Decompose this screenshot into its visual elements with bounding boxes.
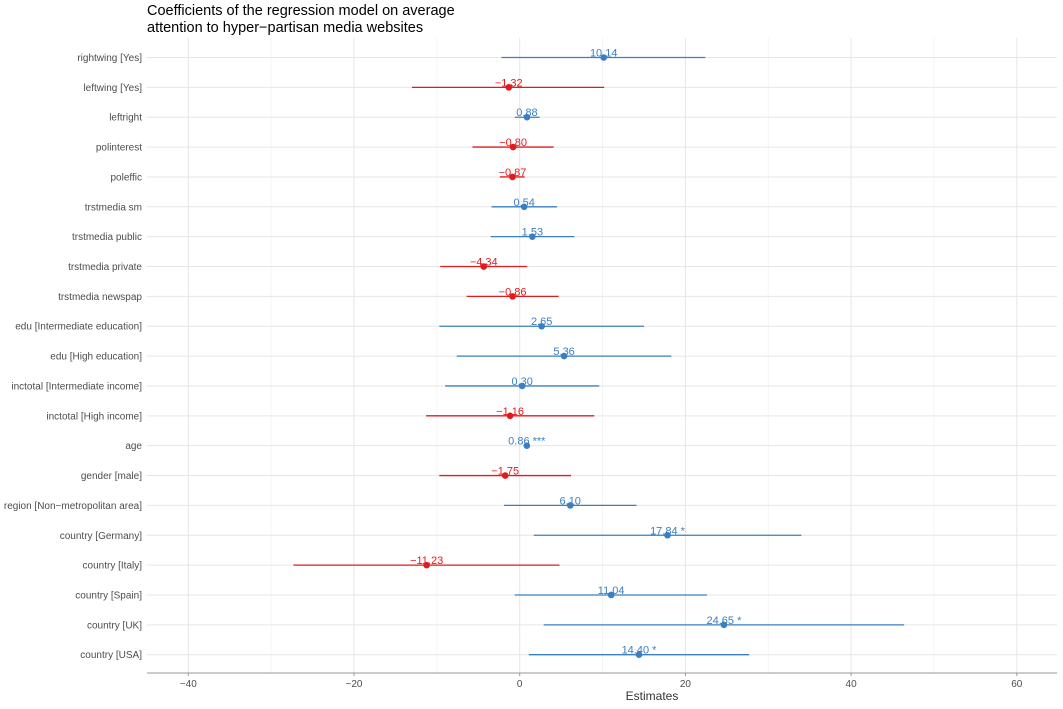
- x-tick-label: −40: [180, 679, 197, 690]
- term-label: country [UK]: [87, 620, 142, 631]
- estimate-point: [720, 621, 728, 629]
- estimate-label: −4.34: [470, 257, 498, 269]
- estimate-label: 11.04: [598, 585, 625, 597]
- term-label: region [Non−metropolitan area]: [4, 501, 142, 512]
- term-label: gender [male]: [81, 471, 142, 482]
- x-tick-label: 40: [846, 679, 858, 690]
- estimate-point: [506, 412, 514, 420]
- term-label: leftwing [Yes]: [83, 83, 142, 94]
- estimate-label: 24.65 *: [706, 615, 742, 627]
- estimate-point: [423, 561, 430, 569]
- estimate-point: [538, 322, 545, 330]
- estimate-label: −0.80: [499, 137, 527, 149]
- term-labels: rightwing [Yes] leftwing [Yes] leftright po…: [4, 53, 143, 661]
- estimate-point: [501, 472, 509, 479]
- term-label: country [Italy]: [83, 561, 143, 572]
- estimate-point: [523, 113, 531, 121]
- term-label: trstmedia sm: [85, 202, 142, 213]
- estimate-label: −0.86: [499, 286, 527, 298]
- estimate-label: −1.75: [491, 466, 519, 478]
- x-tick-label: 0: [517, 679, 523, 690]
- major-gridlines: [147, 38, 1057, 673]
- estimate-point: [509, 173, 516, 181]
- estimate-point: [518, 382, 526, 390]
- term-label: edu [Intermediate education]: [15, 322, 142, 333]
- term-label: age: [125, 441, 142, 452]
- chart-title-line-2: attention to hyper−partisan media websit…: [147, 20, 424, 36]
- chart-title: Coefficients of the regression model on …: [147, 3, 455, 37]
- term-label: edu [High education]: [50, 352, 142, 363]
- estimate-point: [505, 84, 513, 91]
- estimate-point: [520, 203, 528, 211]
- estimate-point: [509, 143, 517, 151]
- estimate-label: 0.30: [511, 376, 532, 388]
- estimate-point: [664, 531, 671, 539]
- estimate-label: 6.10: [560, 495, 581, 507]
- estimate-point: [635, 651, 643, 658]
- estimate-label: −11.23: [410, 555, 443, 567]
- term-label: poleffic: [110, 172, 142, 183]
- term-label: country [Spain]: [75, 590, 142, 601]
- x-tick-label: 20: [680, 679, 692, 690]
- estimate-label: −1.16: [496, 406, 524, 418]
- estimate-label: 10.14: [590, 48, 618, 60]
- estimate-point: [480, 263, 488, 270]
- estimate-label: 17.84 *: [650, 525, 686, 537]
- term-label: trstmedia public: [72, 232, 142, 243]
- term-label: country [Germany]: [60, 531, 142, 542]
- term-label: inctotal [Intermediate income]: [11, 381, 142, 392]
- estimate-point: [523, 442, 531, 449]
- term-label: rightwing [Yes]: [77, 53, 142, 64]
- estimate-label: 0.86 ***: [508, 436, 546, 448]
- term-label: country [USA]: [80, 650, 142, 661]
- term-label: trstmedia newspap: [58, 292, 142, 303]
- estimate-point: [566, 502, 574, 509]
- coefficient-marks: 10.14 −1.32 0.88 −0.80 −0.87 0.54 1.53 −4.34 −0.…: [293, 48, 905, 658]
- estimate-point: [529, 233, 536, 240]
- estimate-label: 2.65: [531, 316, 552, 328]
- estimate-label: 1.53: [522, 227, 543, 239]
- term-label: inctotal [High income]: [46, 411, 142, 422]
- estimate-point: [560, 352, 568, 360]
- estimate-point: [600, 54, 608, 61]
- chart-title-line-1: Coefficients of the regression model on …: [147, 3, 455, 19]
- term-label: trstmedia private: [68, 262, 142, 273]
- estimate-label: 14.40 *: [622, 645, 658, 657]
- estimate-point: [509, 293, 516, 300]
- x-tick-label: −20: [346, 679, 363, 690]
- estimate-point: [607, 591, 615, 599]
- x-axis-title: Estimates: [626, 689, 679, 703]
- term-label: leftright: [109, 113, 142, 124]
- estimate-label: −0.87: [499, 167, 527, 179]
- x-tick-label: 60: [1011, 679, 1023, 690]
- estimate-label: 5.36: [553, 346, 574, 358]
- estimate-label: 0.54: [513, 197, 534, 209]
- estimate-label: −1.32: [495, 77, 523, 89]
- term-label: polinterest: [96, 143, 142, 154]
- estimate-label: 0.88: [516, 107, 537, 119]
- x-axis: −40 −20 0 20 40 60: [147, 672, 1057, 690]
